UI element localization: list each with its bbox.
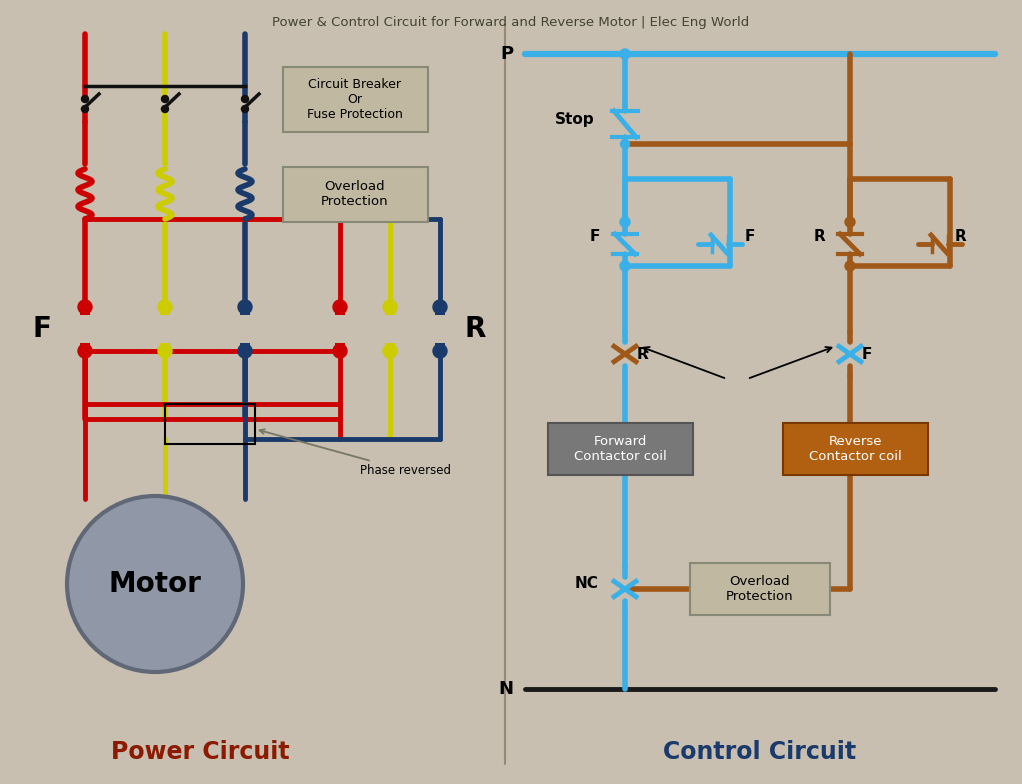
Circle shape bbox=[67, 496, 243, 672]
Circle shape bbox=[238, 300, 252, 314]
Bar bbox=[690, 563, 830, 615]
Bar bbox=[282, 67, 427, 132]
Text: N: N bbox=[498, 680, 513, 698]
Text: Control Circuit: Control Circuit bbox=[663, 740, 856, 764]
Circle shape bbox=[82, 106, 89, 112]
Circle shape bbox=[433, 300, 447, 314]
Circle shape bbox=[845, 217, 855, 227]
Circle shape bbox=[620, 217, 630, 227]
Bar bbox=[385, 307, 394, 315]
Text: F: F bbox=[862, 347, 873, 361]
Circle shape bbox=[333, 344, 347, 358]
Circle shape bbox=[161, 96, 169, 103]
Circle shape bbox=[82, 96, 89, 103]
Text: Overload
Protection: Overload Protection bbox=[321, 180, 388, 208]
Circle shape bbox=[161, 106, 169, 112]
Bar bbox=[240, 343, 250, 351]
Bar bbox=[282, 166, 427, 222]
Text: Power Circuit: Power Circuit bbox=[110, 740, 289, 764]
Text: F: F bbox=[590, 228, 600, 244]
Bar bbox=[435, 343, 445, 351]
Circle shape bbox=[620, 49, 630, 59]
Circle shape bbox=[620, 140, 630, 148]
Bar bbox=[435, 307, 445, 315]
Text: R: R bbox=[464, 315, 485, 343]
Text: Stop: Stop bbox=[555, 111, 595, 126]
Bar bbox=[240, 307, 250, 315]
Text: Forward
Contactor coil: Forward Contactor coil bbox=[573, 435, 666, 463]
Text: R: R bbox=[814, 228, 825, 244]
Text: P: P bbox=[500, 45, 513, 63]
Circle shape bbox=[383, 300, 397, 314]
Bar bbox=[80, 343, 90, 351]
Bar bbox=[335, 343, 345, 351]
Text: NC: NC bbox=[574, 576, 598, 591]
Bar bbox=[160, 307, 170, 315]
Text: R: R bbox=[637, 347, 649, 361]
Circle shape bbox=[78, 344, 92, 358]
Circle shape bbox=[78, 300, 92, 314]
Circle shape bbox=[238, 344, 252, 358]
Text: Motor: Motor bbox=[108, 570, 201, 598]
Text: Phase reversed: Phase reversed bbox=[260, 430, 451, 477]
Bar bbox=[548, 423, 693, 475]
Text: Power & Control Circuit for Forward and Reverse Motor | Elec Eng World: Power & Control Circuit for Forward and … bbox=[273, 16, 749, 29]
Text: Reverse
Contactor coil: Reverse Contactor coil bbox=[808, 435, 901, 463]
Bar bbox=[385, 343, 394, 351]
Text: R: R bbox=[955, 228, 967, 244]
Circle shape bbox=[620, 261, 630, 271]
Bar bbox=[80, 307, 90, 315]
Circle shape bbox=[333, 300, 347, 314]
Circle shape bbox=[845, 261, 855, 271]
Circle shape bbox=[241, 96, 248, 103]
Bar bbox=[165, 404, 256, 444]
Text: Circuit Breaker
Or
Fuse Protection: Circuit Breaker Or Fuse Protection bbox=[307, 78, 403, 121]
Text: Overload
Protection: Overload Protection bbox=[727, 575, 794, 603]
Circle shape bbox=[433, 344, 447, 358]
Bar bbox=[160, 343, 170, 351]
Text: F: F bbox=[745, 228, 755, 244]
Circle shape bbox=[158, 344, 172, 358]
Text: F: F bbox=[33, 315, 51, 343]
Bar bbox=[335, 307, 345, 315]
Circle shape bbox=[158, 300, 172, 314]
Circle shape bbox=[241, 106, 248, 112]
Circle shape bbox=[383, 344, 397, 358]
Bar bbox=[783, 423, 928, 475]
